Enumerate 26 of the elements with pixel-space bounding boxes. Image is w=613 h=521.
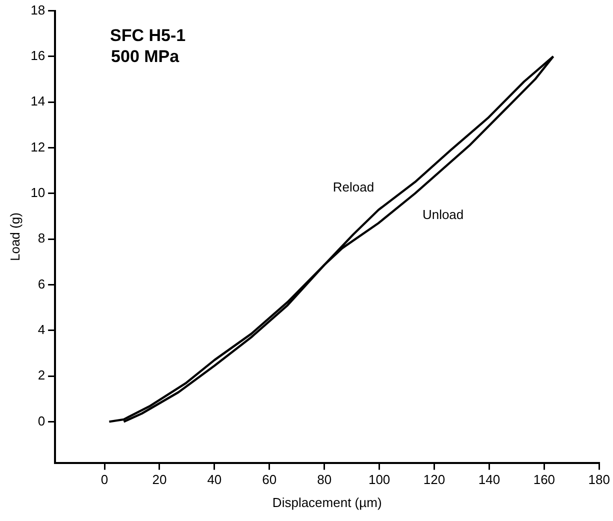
x-axis-title: Displacement (µm) bbox=[272, 494, 382, 510]
x-tick-label: 100 bbox=[368, 472, 390, 488]
x-tick-label: 60 bbox=[262, 472, 277, 488]
series-label: Reload bbox=[332, 179, 374, 194]
y-tick-label: 2 bbox=[38, 368, 46, 383]
annotation: SFC H5-1 bbox=[110, 26, 186, 45]
y-axis-title: Load (g) bbox=[7, 212, 22, 262]
y-tick-label: 4 bbox=[38, 322, 46, 337]
y-tick-label: 14 bbox=[30, 94, 46, 109]
x-tick-label: 20 bbox=[152, 472, 167, 488]
y-tick-label: 8 bbox=[38, 230, 46, 246]
series-label: Unload bbox=[422, 207, 464, 222]
x-tick-label: 120 bbox=[423, 472, 446, 488]
y-tick-label: 18 bbox=[30, 2, 46, 18]
y-tick-label: 16 bbox=[30, 48, 46, 64]
y-tick-label: 10 bbox=[30, 185, 46, 200]
annotation: 500 MPa bbox=[111, 46, 180, 66]
x-tick-label: 40 bbox=[207, 472, 222, 488]
y-tick-label: 0 bbox=[38, 413, 46, 428]
x-tick-label: 140 bbox=[478, 472, 500, 488]
y-tick-label: 12 bbox=[30, 139, 46, 154]
x-tick-label: 160 bbox=[533, 472, 556, 488]
y-tick-label: 6 bbox=[38, 276, 46, 292]
x-tick-label: 0 bbox=[100, 472, 108, 488]
x-tick-label: 180 bbox=[588, 472, 610, 488]
x-tick-label: 80 bbox=[317, 472, 332, 488]
